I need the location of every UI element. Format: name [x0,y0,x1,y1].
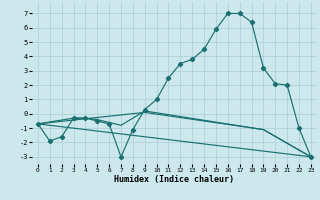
X-axis label: Humidex (Indice chaleur): Humidex (Indice chaleur) [115,175,234,184]
